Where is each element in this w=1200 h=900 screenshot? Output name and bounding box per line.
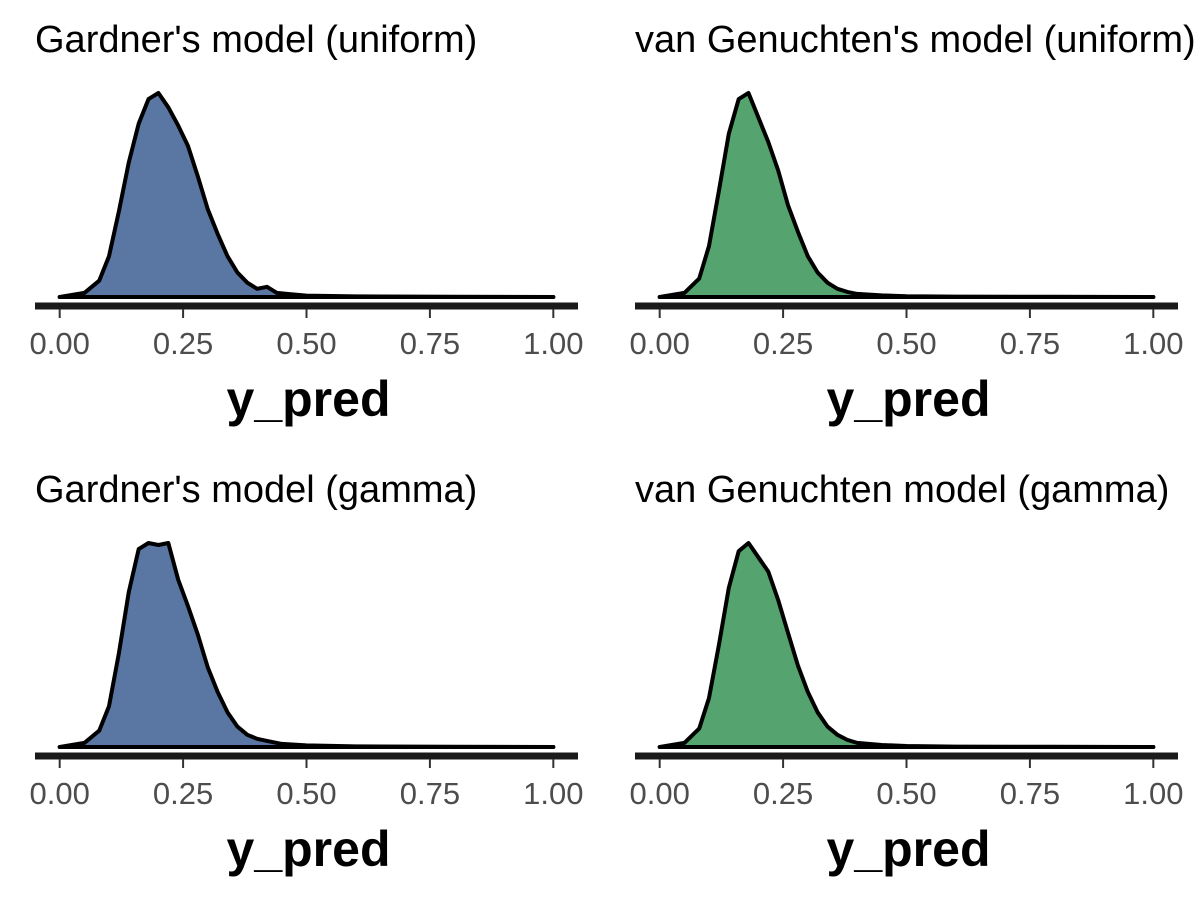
x-tick-label: 1.00	[1123, 776, 1183, 811]
x-tick-label: 0.75	[1000, 776, 1060, 811]
panel-4: van Genuchten model (gamma) 0.00 0.25 0.50 0…	[630, 469, 1184, 877]
x-axis-title: y_pred	[827, 821, 991, 877]
density-curve	[657, 91, 1156, 299]
x-axis-title: y_pred	[227, 371, 391, 427]
x-tick-label: 0.25	[153, 776, 213, 811]
panel-3: Gardner's model (gamma) 0.00 0.25 0.50 0.75 1…	[30, 469, 584, 877]
x-tick-label: 0.00	[30, 776, 90, 811]
x-tick-label: 0.00	[30, 326, 90, 361]
x-tick-label: 0.25	[153, 326, 213, 361]
panel-1: Gardner's model (uniform) 0.00 0.25 0.50 0.7…	[30, 19, 584, 427]
x-tick-label: 0.50	[276, 326, 336, 361]
density-curve	[657, 541, 1156, 749]
x-tick-label: 0.50	[276, 776, 336, 811]
panel-2: van Genuchten's model (uniform) 0.00 0.25 0…	[630, 19, 1196, 427]
density-curve	[57, 91, 556, 299]
x-tick-label: 0.50	[876, 326, 936, 361]
x-tick-label: 1.00	[1123, 326, 1183, 361]
x-tick-label: 1.00	[523, 776, 583, 811]
x-tick-label: 1.00	[523, 326, 583, 361]
panel-title: Gardner's model (gamma)	[35, 469, 477, 511]
x-tick-label: 0.00	[630, 776, 690, 811]
x-tick-label: 0.25	[753, 326, 813, 361]
x-axis-title: y_pred	[827, 371, 991, 427]
panel-title: van Genuchten's model (uniform)	[635, 19, 1196, 61]
x-axis-title: y_pred	[227, 821, 391, 877]
x-tick-label: 0.00	[630, 326, 690, 361]
x-tick-label: 0.75	[1000, 326, 1060, 361]
x-tick-label: 0.75	[400, 776, 460, 811]
x-tick-label: 0.75	[400, 326, 460, 361]
panel-title: Gardner's model (uniform)	[35, 19, 477, 61]
x-tick-label: 0.25	[753, 776, 813, 811]
panel-title: van Genuchten model (gamma)	[635, 469, 1169, 511]
x-tick-label: 0.50	[876, 776, 936, 811]
density-curve	[57, 541, 556, 749]
